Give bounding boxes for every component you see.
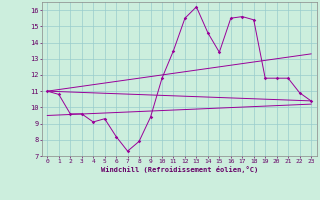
X-axis label: Windchill (Refroidissement éolien,°C): Windchill (Refroidissement éolien,°C)	[100, 166, 258, 173]
